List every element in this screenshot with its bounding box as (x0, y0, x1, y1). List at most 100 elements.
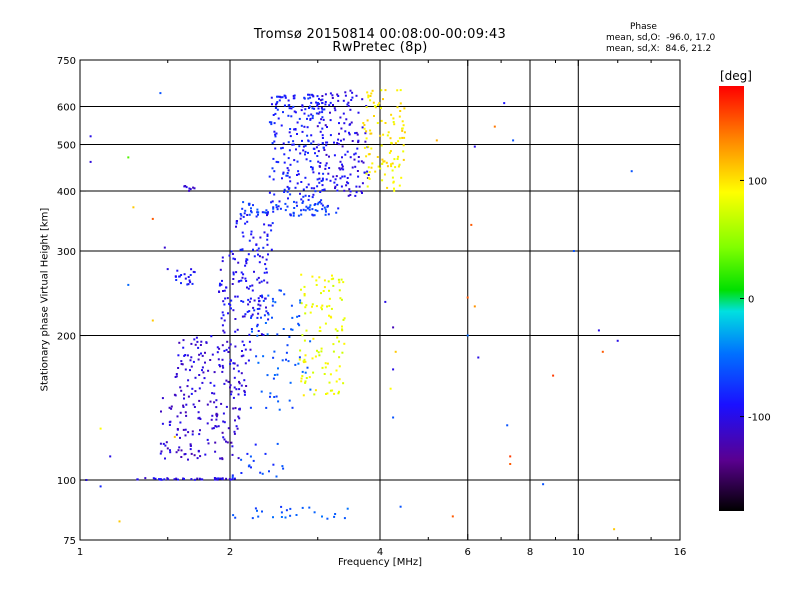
data-point (356, 170, 359, 172)
data-point (321, 179, 324, 182)
data-point (394, 166, 397, 169)
data-point (318, 181, 321, 184)
data-point (176, 415, 179, 418)
data-point (302, 145, 305, 148)
data-point (333, 154, 336, 157)
data-point (325, 162, 328, 165)
data-point (373, 115, 375, 117)
data-point (466, 334, 469, 337)
data-point (270, 96, 273, 99)
data-point (222, 300, 225, 303)
data-point (283, 293, 286, 296)
data-point (392, 326, 395, 329)
data-point (189, 443, 192, 446)
data-point (257, 312, 260, 315)
data-point (331, 389, 334, 392)
data-point (218, 347, 221, 350)
data-point (169, 451, 172, 454)
data-point (301, 105, 304, 108)
data-point (234, 295, 237, 298)
data-point (263, 279, 266, 282)
data-point (190, 452, 193, 455)
data-point (252, 204, 254, 207)
data-point (175, 375, 178, 378)
data-point (209, 400, 212, 403)
data-point (293, 128, 296, 131)
data-point (307, 198, 310, 201)
data-point (200, 340, 203, 343)
data-point (324, 93, 327, 96)
data-point (321, 184, 324, 187)
data-point (470, 223, 473, 226)
data-point (198, 416, 201, 419)
data-point (303, 339, 306, 342)
data-point (276, 442, 279, 445)
data-point (278, 200, 281, 203)
data-point (275, 102, 278, 105)
data-point (240, 372, 243, 375)
data-point (277, 117, 280, 120)
data-point (190, 478, 193, 481)
data-point (297, 170, 300, 173)
data-point (210, 335, 213, 338)
data-point (309, 311, 312, 314)
data-point (187, 431, 190, 434)
data-point (184, 185, 187, 187)
data-point (329, 92, 332, 95)
data-point (231, 445, 234, 448)
data-point (274, 301, 277, 304)
data-point (182, 346, 185, 349)
data-point (597, 329, 600, 332)
data-point (310, 113, 313, 116)
data-point (304, 354, 307, 357)
data-point (300, 273, 303, 276)
data-point (328, 314, 330, 317)
data-point (251, 330, 253, 333)
data-point (226, 340, 229, 343)
data-point (280, 147, 283, 150)
data-point (197, 417, 200, 420)
data-point (272, 377, 275, 380)
data-point (318, 276, 321, 279)
data-point (278, 95, 281, 98)
data-point (316, 103, 319, 106)
data-point (399, 89, 402, 92)
data-point (246, 310, 249, 313)
data-point (229, 478, 232, 481)
data-point (267, 318, 270, 321)
data-point (308, 195, 311, 198)
data-point (291, 328, 294, 331)
data-point (315, 279, 318, 282)
y-tick-label: 300 (57, 247, 76, 258)
data-point (183, 477, 185, 480)
data-point (262, 299, 265, 302)
data-point (221, 358, 224, 361)
data-point (390, 113, 393, 116)
data-point (240, 300, 243, 302)
data-point (220, 317, 223, 320)
data-point (217, 358, 220, 361)
data-point (247, 359, 250, 362)
data-point (176, 269, 179, 272)
data-point (329, 389, 332, 392)
data-point (286, 185, 289, 188)
data-point (184, 368, 187, 371)
data-point (253, 309, 256, 312)
data-point (275, 103, 277, 106)
data-point (296, 133, 298, 135)
data-point (397, 155, 400, 158)
data-point (390, 141, 393, 144)
data-point (192, 360, 195, 363)
data-point (304, 360, 307, 363)
data-point (249, 348, 252, 351)
chart-title: Tromsø 20150814 00:08:00-00:09:43 (253, 27, 507, 42)
data-point (257, 361, 260, 364)
y-tick-label: 400 (57, 187, 76, 198)
data-point (239, 248, 242, 251)
data-point (295, 201, 298, 204)
data-point (382, 160, 385, 163)
data-point (279, 207, 282, 210)
data-point (241, 231, 244, 234)
data-point (349, 190, 352, 193)
data-point (300, 302, 303, 305)
